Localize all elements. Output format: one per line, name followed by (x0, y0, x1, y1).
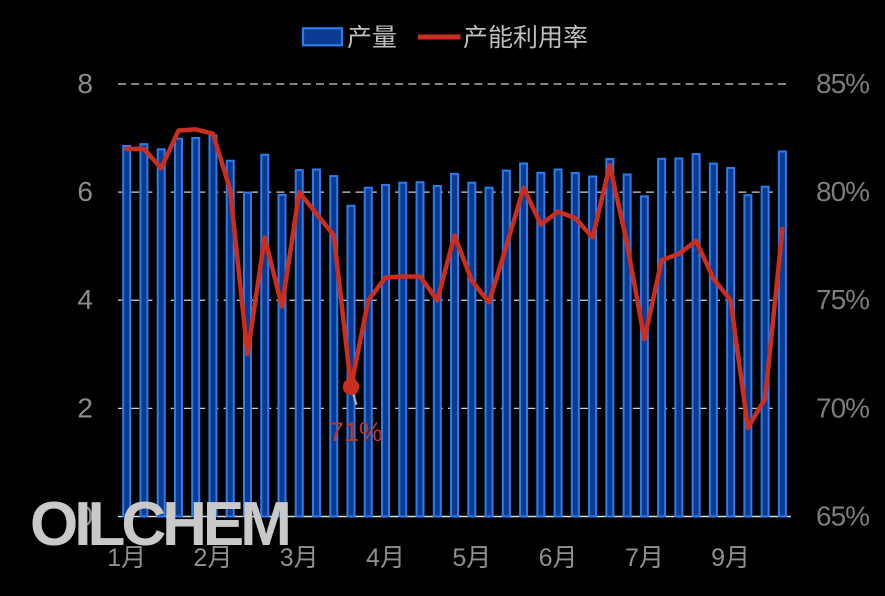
svg-text:OILCHEM: OILCHEM (30, 490, 288, 559)
svg-text:1月: 1月 (107, 544, 146, 572)
svg-text:3月: 3月 (280, 544, 319, 572)
svg-text:4月: 4月 (366, 544, 405, 572)
svg-text:71%: 71% (329, 417, 383, 447)
svg-text:70%: 70% (816, 392, 869, 423)
svg-text:8: 8 (77, 68, 93, 99)
svg-text:产能利用率: 产能利用率 (463, 24, 588, 52)
svg-text:80%: 80% (816, 176, 869, 207)
svg-text:7月: 7月 (625, 544, 664, 572)
svg-text:75%: 75% (816, 284, 869, 315)
svg-text:65%: 65% (816, 501, 869, 532)
svg-text:5月: 5月 (452, 544, 491, 572)
svg-text:6月: 6月 (539, 544, 578, 572)
svg-text:4: 4 (77, 284, 93, 315)
svg-text:产量: 产量 (347, 24, 397, 52)
svg-text:2: 2 (77, 392, 93, 423)
svg-text:0: 0 (77, 501, 93, 532)
svg-text:6: 6 (77, 176, 93, 207)
svg-text:9月: 9月 (711, 544, 750, 572)
svg-text:2月: 2月 (194, 544, 233, 572)
svg-text:85%: 85% (816, 68, 869, 99)
